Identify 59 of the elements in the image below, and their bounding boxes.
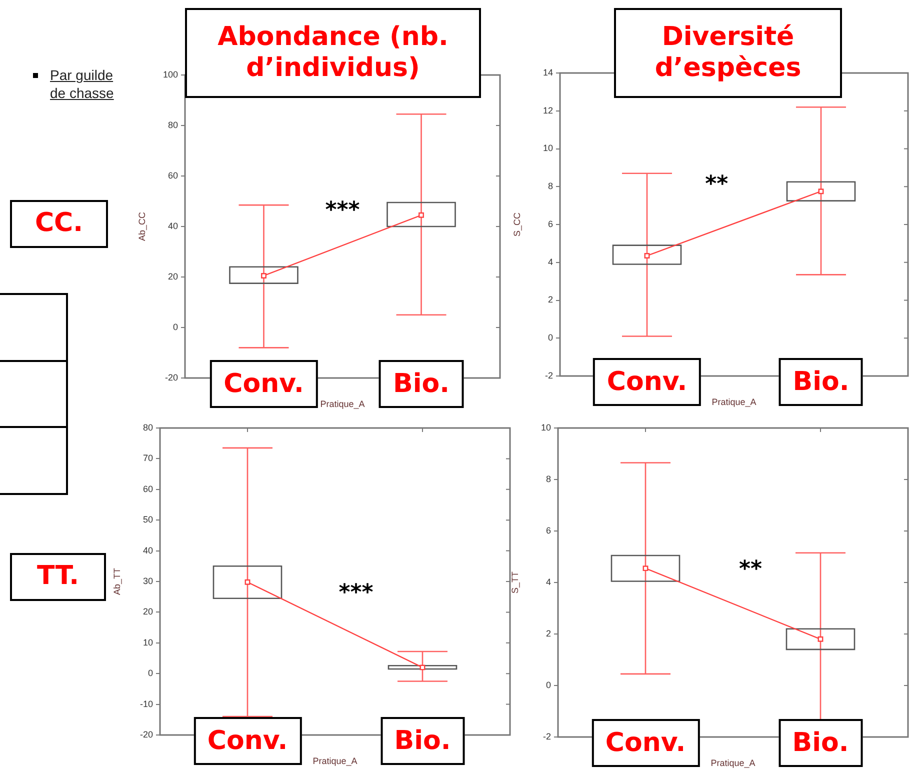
y-tick-label: 8: [546, 474, 551, 484]
x-tick-label: Conv.: [591, 719, 700, 767]
x-tick-label: Conv.: [592, 358, 702, 406]
y-axis-title: S_CC: [512, 212, 522, 237]
annotation: ***: [325, 198, 360, 224]
x-axis-title: Pratique_A: [710, 758, 756, 768]
y-tick-label: -20: [140, 729, 153, 740]
y-tick-label: 10: [542, 143, 553, 154]
text: TT.: [10, 553, 106, 601]
text: Par guilde de chasse: [50, 66, 115, 102]
annotation: **: [738, 556, 762, 582]
x-tick-label: Conv.: [193, 717, 302, 765]
y-tick-label: -2: [544, 370, 553, 380]
y-tick-label: 14: [542, 67, 553, 78]
y-tick-label: 12: [542, 105, 553, 116]
annotation: ***: [338, 580, 374, 606]
y-tick-label: 0: [546, 680, 551, 690]
y-axis-title: Ab_CC: [136, 211, 147, 242]
y-tick-label: 8: [548, 181, 553, 192]
y-tick-label: 60: [142, 484, 153, 494]
y-tick-label: 2: [548, 294, 553, 305]
x-tick-label: Bio.: [778, 358, 864, 406]
chart-title: Diversité d’espèces: [614, 8, 842, 98]
y-tick-label: 0: [148, 668, 153, 678]
y-tick-label: 40: [142, 545, 153, 556]
y-tick-label: 0: [172, 322, 178, 332]
y-tick-label: 40: [168, 220, 178, 231]
y-tick-label: 20: [142, 606, 153, 617]
y-tick-label: 20: [168, 271, 178, 282]
x-tick-label: Bio.: [380, 717, 465, 765]
y-tick-label: 4: [546, 576, 551, 587]
y-tick-label: -2: [542, 731, 551, 742]
x-axis-title: Pratique_A: [320, 399, 365, 410]
text: CC.: [10, 200, 108, 248]
y-tick-label: 80: [142, 422, 153, 432]
y-tick-label: 30: [142, 576, 153, 586]
x-axis-title: Pratique_A: [712, 397, 756, 408]
y-tick-label: 6: [546, 525, 551, 536]
y-tick-label: 0: [548, 332, 553, 343]
y-tick-label: 100: [162, 69, 178, 80]
y-tick-label: 70: [142, 453, 153, 464]
y-tick-label: 10: [540, 422, 551, 432]
x-axis-title: Pratique_A: [312, 756, 358, 766]
chart-title: Abondance (nb. d’individus): [185, 8, 481, 98]
x-tick-label: Bio.: [778, 719, 863, 767]
y-tick-label: 10: [142, 637, 153, 648]
y-axis-title: Ab_TT: [112, 567, 122, 596]
y-tick-label: 4: [548, 256, 553, 267]
y-tick-label: -20: [164, 372, 178, 382]
y-tick-label: 6: [548, 218, 553, 229]
y-tick-label: 80: [168, 120, 178, 130]
y-tick-label: -10: [140, 698, 153, 709]
y-axis-title: S_TT: [510, 571, 520, 594]
annotation: **: [705, 172, 729, 197]
y-tick-label: 50: [142, 514, 153, 525]
y-tick-label: 60: [168, 170, 178, 180]
y-tick-label: 2: [546, 628, 551, 638]
x-tick-label: Bio.: [379, 360, 464, 408]
x-tick-label: Conv.: [210, 360, 318, 408]
